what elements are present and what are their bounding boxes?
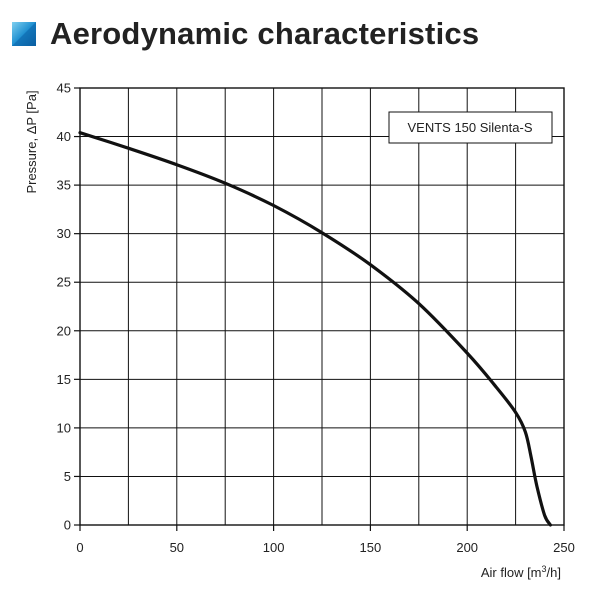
- x-tick-label: 250: [553, 540, 575, 555]
- x-tick-label: 50: [170, 540, 184, 555]
- x-tick-label: 0: [76, 540, 83, 555]
- x-axis-label: Air flow [m3/h]: [481, 564, 561, 580]
- y-tick-label: 30: [57, 226, 71, 241]
- axis-ticks: 0 5 10 15 20 25 30 35 40 45 0 50 100 150 200 250: [57, 81, 575, 556]
- y-tick-label: 25: [57, 275, 71, 290]
- y-tick-label: 10: [57, 420, 71, 435]
- y-tick-label: 40: [57, 129, 71, 144]
- y-tick-label: 35: [57, 178, 71, 193]
- legend: VENTS 150 Silenta-S: [388, 111, 553, 144]
- page-title: Aerodynamic characteristics: [50, 16, 480, 51]
- y-axis-label: Pressure, ΔP [Pa]: [24, 90, 39, 193]
- plot-frame: [79, 87, 565, 526]
- x-axis-label-unit: /h]: [547, 565, 561, 580]
- legend-box: [388, 111, 553, 144]
- chart-series: [78, 131, 552, 527]
- y-tick-label: 0: [64, 518, 71, 533]
- x-axis-label-main: Air flow [m: [481, 565, 542, 580]
- header: Aerodynamic characteristics: [12, 14, 479, 54]
- x-axis-label-superscript: 3: [542, 564, 547, 574]
- y-tick-label: 45: [57, 81, 71, 96]
- x-tick-label: 150: [360, 540, 382, 555]
- series-line: [78, 131, 552, 527]
- legend-label: VENTS 150 Silenta-S: [407, 120, 532, 135]
- chart-grid: [80, 88, 564, 525]
- x-tick-label: 100: [263, 540, 285, 555]
- x-tick-label: 200: [456, 540, 478, 555]
- y-tick-label: 5: [64, 469, 71, 484]
- blue-square-icon: [12, 22, 36, 46]
- y-tick-label: 15: [57, 372, 71, 387]
- y-tick-label: 20: [57, 323, 71, 338]
